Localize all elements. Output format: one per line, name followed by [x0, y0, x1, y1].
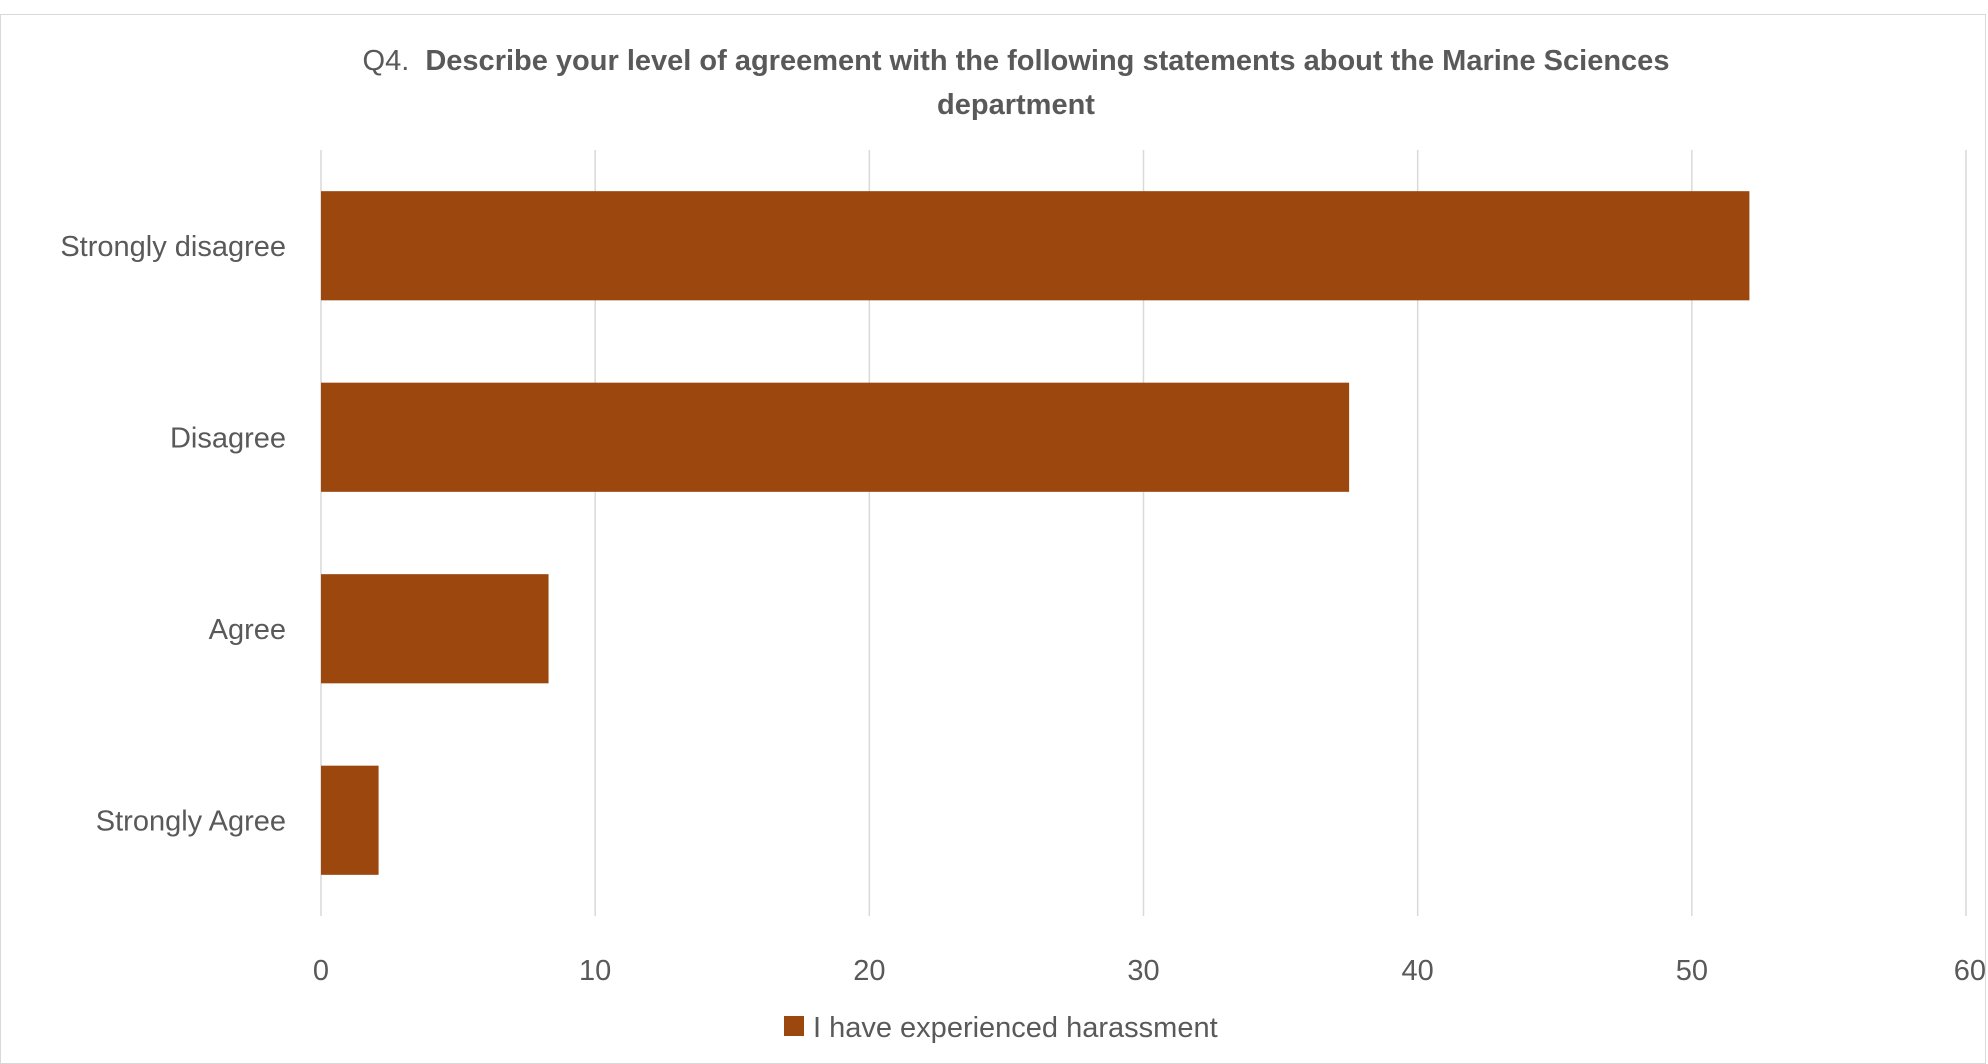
x-tick-label-0: 0 — [313, 955, 329, 987]
x-tick-label-20: 20 — [853, 955, 885, 987]
chart-title-line2: department — [937, 89, 1095, 121]
category-label-strongly-disagree: Strongly disagree — [60, 231, 286, 263]
chart-title-line1: Q4. Describe your level of agreement wit… — [363, 45, 1670, 77]
category-label-agree: Agree — [209, 614, 286, 646]
bar-agree — [321, 574, 549, 683]
x-tick-label-40: 40 — [1402, 955, 1434, 987]
category-labels: Strongly disagree Disagree Agree Strongly A… — [60, 231, 286, 838]
x-tick-label-60: 60 — [1954, 955, 1986, 987]
legend-label: I have experienced harassment — [813, 1012, 1218, 1044]
chart-title: Q4. Describe your level of agreement wit… — [363, 45, 1670, 121]
legend-swatch — [784, 1016, 804, 1036]
chart-title-prefix: Q4. — [363, 45, 410, 77]
x-tick-label-50: 50 — [1676, 955, 1708, 987]
x-tick-labels: 0 10 20 30 40 50 60 — [313, 955, 1986, 987]
legend: I have experienced harassment — [784, 1012, 1218, 1044]
chart-title-main: Describe your level of agreement with th… — [425, 45, 1669, 77]
bar-disagree — [321, 383, 1349, 492]
bar-strongly-disagree — [321, 191, 1749, 300]
category-label-disagree: Disagree — [170, 422, 286, 454]
category-label-strongly-agree: Strongly Agree — [96, 805, 286, 837]
bars — [321, 191, 1749, 875]
x-tick-label-10: 10 — [579, 955, 611, 987]
x-tick-label-30: 30 — [1127, 955, 1159, 987]
bar-strongly-agree — [321, 766, 379, 875]
